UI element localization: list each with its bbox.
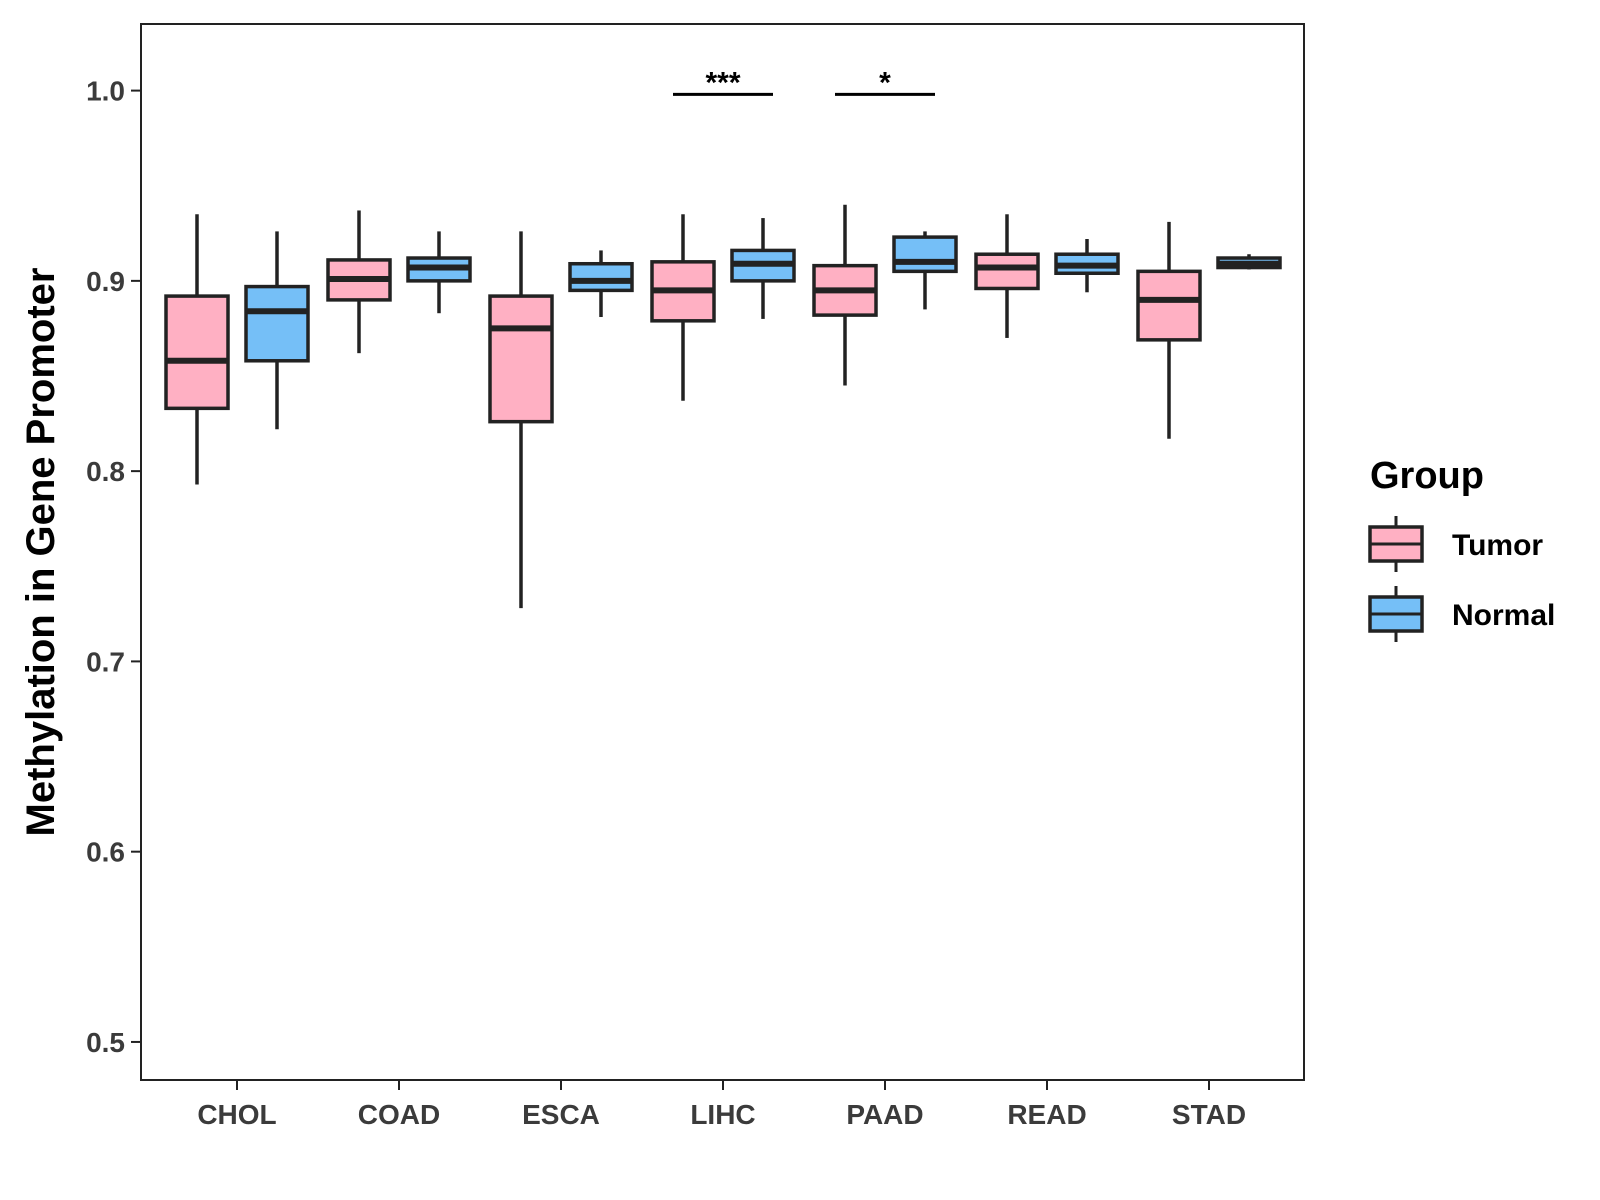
box-normal-paad bbox=[892, 231, 958, 310]
iqr-box bbox=[892, 235, 958, 274]
y-tick-label: 0.8 bbox=[86, 456, 125, 487]
significance-label: *** bbox=[705, 66, 740, 99]
legend-item-normal: Normal bbox=[1368, 586, 1555, 642]
y-tick-label: 0.5 bbox=[86, 1027, 125, 1058]
y-tick-label: 0.6 bbox=[86, 837, 125, 868]
legend-label-tumor: Tumor bbox=[1452, 529, 1543, 562]
iqr-box bbox=[1136, 269, 1202, 342]
significance-label: * bbox=[879, 66, 891, 99]
x-tick-label-chol: CHOL bbox=[197, 1099, 276, 1130]
box-normal-coad bbox=[406, 231, 472, 314]
y-tick-label: 0.9 bbox=[86, 266, 125, 297]
x-axis: CHOL COAD ESCA LIHC PAAD READ STAD bbox=[197, 1080, 1246, 1130]
box-normal-lihc bbox=[730, 218, 796, 319]
y-axis: 0.5 0.6 0.7 0.8 0.9 1.0 bbox=[86, 76, 141, 1058]
x-tick-label-coad: COAD bbox=[358, 1099, 440, 1130]
iqr-box bbox=[488, 294, 554, 424]
box-tumor-stad bbox=[1136, 221, 1202, 439]
box-normal-read bbox=[1054, 239, 1120, 293]
x-tick-label-read: READ bbox=[1007, 1099, 1086, 1130]
y-tick-label: 1.0 bbox=[86, 76, 125, 107]
y-axis-title: Methylation in Gene Promoter bbox=[19, 268, 63, 837]
box-tumor-esca bbox=[488, 231, 554, 609]
legend-label-normal: Normal bbox=[1452, 599, 1555, 632]
iqr-box bbox=[244, 284, 310, 363]
x-tick-label-stad: STAD bbox=[1172, 1099, 1246, 1130]
box-tumor-read bbox=[974, 214, 1040, 338]
box-tumor-paad bbox=[812, 204, 878, 386]
significance-annotations: *** * bbox=[673, 66, 935, 99]
legend-item-tumor: Tumor bbox=[1368, 516, 1543, 572]
legend: Group Tumor Normal bbox=[1368, 455, 1555, 642]
y-tick-label: 0.7 bbox=[86, 646, 125, 677]
box-tumor-chol bbox=[164, 214, 230, 485]
iqr-box bbox=[164, 294, 230, 411]
box-tumor-coad bbox=[326, 210, 392, 354]
x-tick-label-paad: PAAD bbox=[846, 1099, 923, 1130]
x-tick-label-lihc: LIHC bbox=[690, 1099, 755, 1130]
box-normal-stad bbox=[1216, 254, 1282, 270]
box-normal-esca bbox=[568, 250, 634, 318]
boxes-layer bbox=[164, 204, 1282, 609]
iqr-box bbox=[974, 252, 1040, 291]
box-tumor-lihc bbox=[650, 214, 716, 401]
x-tick-label-esca: ESCA bbox=[522, 1099, 600, 1130]
legend-title: Group bbox=[1370, 455, 1484, 497]
iqr-box bbox=[568, 261, 634, 293]
box-normal-chol bbox=[244, 231, 310, 430]
